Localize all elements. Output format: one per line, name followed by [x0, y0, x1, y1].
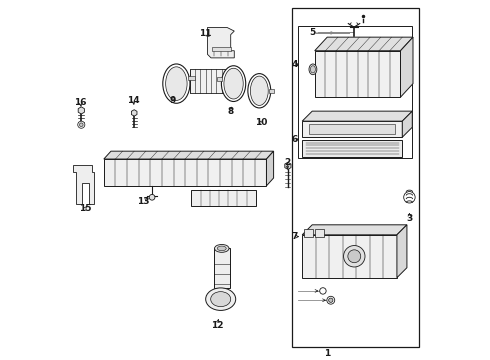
- Ellipse shape: [248, 73, 271, 108]
- Text: 12: 12: [211, 321, 223, 330]
- Ellipse shape: [166, 67, 187, 100]
- Text: 4: 4: [291, 60, 297, 69]
- Ellipse shape: [250, 76, 268, 105]
- Text: 15: 15: [78, 204, 91, 213]
- Ellipse shape: [218, 246, 226, 251]
- Text: 3: 3: [406, 213, 413, 222]
- Polygon shape: [302, 140, 402, 157]
- Text: 16: 16: [74, 98, 87, 107]
- Text: 5: 5: [309, 28, 316, 37]
- Circle shape: [329, 298, 333, 302]
- Circle shape: [79, 123, 83, 126]
- Ellipse shape: [211, 292, 231, 307]
- Polygon shape: [315, 37, 413, 51]
- Circle shape: [343, 246, 365, 267]
- Text: 7: 7: [291, 232, 297, 241]
- Bar: [315, 229, 323, 237]
- Circle shape: [78, 121, 85, 128]
- Ellipse shape: [224, 68, 243, 99]
- Text: 8: 8: [227, 107, 234, 116]
- Polygon shape: [397, 225, 407, 278]
- Polygon shape: [402, 111, 412, 137]
- Text: 9: 9: [170, 95, 176, 104]
- Text: 2: 2: [284, 158, 290, 167]
- Polygon shape: [104, 159, 267, 186]
- Polygon shape: [207, 27, 234, 58]
- Circle shape: [319, 288, 326, 294]
- Bar: [188, 76, 195, 80]
- Polygon shape: [73, 165, 94, 204]
- Polygon shape: [285, 162, 291, 170]
- Polygon shape: [214, 248, 230, 288]
- Polygon shape: [104, 151, 273, 159]
- Ellipse shape: [310, 66, 316, 73]
- Polygon shape: [302, 225, 407, 235]
- Bar: [304, 229, 313, 237]
- Polygon shape: [212, 47, 231, 51]
- Polygon shape: [267, 151, 273, 186]
- Polygon shape: [302, 121, 402, 137]
- Text: 14: 14: [127, 96, 140, 105]
- Bar: [298, 26, 412, 158]
- Polygon shape: [400, 37, 413, 97]
- Text: 6: 6: [291, 135, 297, 144]
- Text: 1: 1: [324, 349, 330, 358]
- Bar: [292, 8, 419, 347]
- Polygon shape: [78, 107, 84, 114]
- Polygon shape: [302, 235, 397, 278]
- Polygon shape: [315, 51, 400, 97]
- Bar: [269, 89, 274, 93]
- Ellipse shape: [163, 64, 190, 103]
- Ellipse shape: [215, 244, 229, 252]
- Polygon shape: [309, 124, 395, 134]
- Text: 11: 11: [199, 29, 211, 38]
- Polygon shape: [131, 110, 137, 116]
- Polygon shape: [302, 111, 412, 121]
- Circle shape: [149, 194, 155, 200]
- Text: 10: 10: [255, 118, 267, 127]
- Text: 13: 13: [137, 197, 149, 206]
- Circle shape: [348, 250, 361, 263]
- Ellipse shape: [309, 64, 317, 75]
- Ellipse shape: [206, 288, 236, 310]
- Bar: [190, 69, 238, 93]
- Bar: [217, 77, 222, 81]
- Ellipse shape: [221, 66, 245, 102]
- Circle shape: [327, 296, 335, 304]
- Polygon shape: [192, 190, 256, 206]
